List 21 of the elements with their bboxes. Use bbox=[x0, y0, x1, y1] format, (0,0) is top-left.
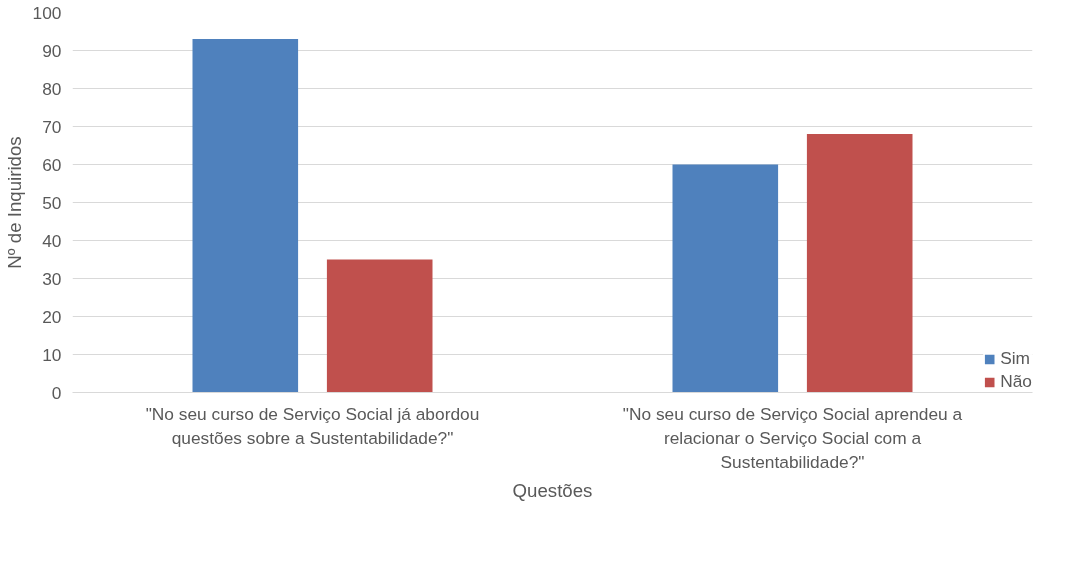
legend-label: Sim bbox=[1000, 348, 1031, 369]
y-tick-label: 50 bbox=[42, 192, 62, 213]
y-tick-label: 20 bbox=[42, 306, 62, 327]
y-tick-label: 90 bbox=[42, 40, 62, 61]
bar bbox=[192, 39, 299, 393]
legend-label: Não bbox=[1000, 371, 1032, 392]
y-tick-label: 80 bbox=[42, 78, 62, 99]
y-tick-label: 60 bbox=[42, 154, 62, 175]
y-tick-label: 100 bbox=[32, 2, 62, 23]
x-axis-title: Questões bbox=[512, 479, 593, 501]
x-tick-label: "No seu curso de Serviço Social já abordou questões sobre a Sustentabilidade?" bbox=[145, 403, 480, 448]
y-tick-label: 10 bbox=[42, 344, 62, 365]
y-tick-label: 0 bbox=[51, 382, 62, 403]
y-axis-title: Nº de Inquiridos bbox=[3, 136, 25, 269]
y-tick-label: 40 bbox=[42, 230, 62, 251]
x-tick-label: "No seu curso de Serviço Social aprendeu a relacionar o Serviço Social com a Sustentabilidade?" bbox=[622, 403, 963, 472]
bar bbox=[806, 134, 913, 393]
bar bbox=[326, 259, 433, 393]
y-tick-label: 30 bbox=[42, 268, 62, 289]
bar bbox=[672, 164, 779, 393]
y-tick-label: 70 bbox=[42, 116, 62, 137]
